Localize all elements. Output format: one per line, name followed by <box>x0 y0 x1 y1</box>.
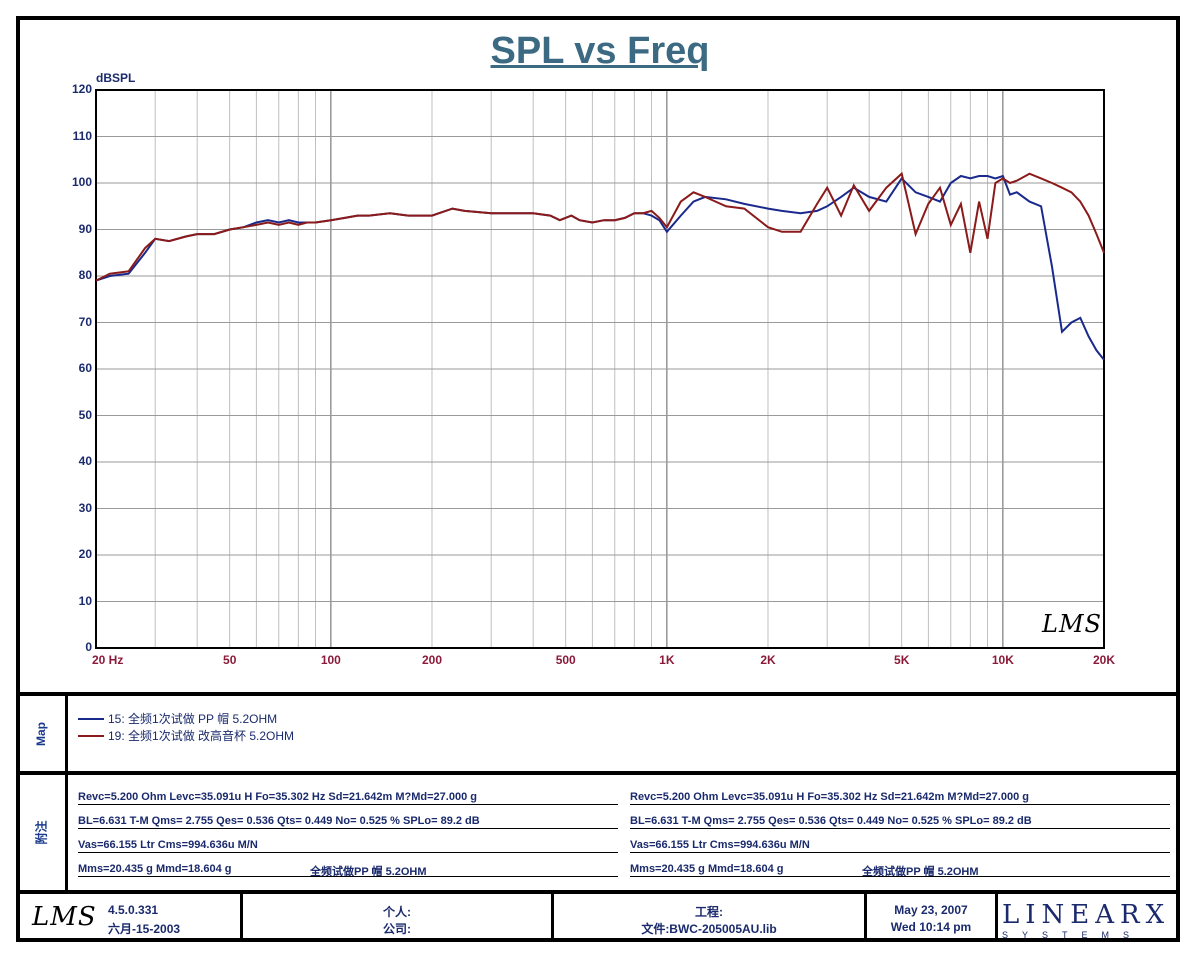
x-tick-label: 20K <box>1092 653 1115 667</box>
x-tick-label: 500 <box>555 653 576 667</box>
y-tick-label: 70 <box>78 314 92 329</box>
x-tick-label: 2K <box>760 653 776 667</box>
y-tick-label: 0 <box>85 640 92 654</box>
x-tick-label: 200 <box>421 653 443 667</box>
x-tick-label: 10K <box>991 653 1014 667</box>
param-line: Vas=66.155 Ltr Cms=994.636u M/N <box>630 839 810 851</box>
build-date: 六月-15-2003 <box>108 922 181 936</box>
divider <box>16 692 1180 696</box>
param-line: Mms=20.435 g Mmd=18.604 g <box>630 863 784 875</box>
version: 4.5.0.331 <box>108 903 159 917</box>
legend-swatch <box>78 717 104 720</box>
y-tick-label: 10 <box>78 593 92 608</box>
y-tick-label: 60 <box>78 361 92 375</box>
person-label: 个人: <box>383 905 411 919</box>
y-tick-label: 50 <box>78 407 92 422</box>
param-line: Mms=20.435 g Mmd=18.604 g <box>78 863 232 875</box>
param-rule <box>78 876 618 877</box>
divider <box>240 894 243 940</box>
legend-side-label: Map <box>34 721 48 746</box>
series-line-2 <box>95 171 1105 282</box>
y-axis-label: dBSPL <box>96 71 136 85</box>
spl-plot <box>95 89 1105 649</box>
lms-watermark: LMS <box>1042 610 1102 638</box>
param-rule <box>78 804 618 805</box>
divider <box>16 771 1180 775</box>
plot-frame <box>95 89 1105 649</box>
param-rule <box>78 852 618 853</box>
param-line: Revc=5.200 Ohm Levc=35.091u H Fo=35.302 … <box>630 791 1029 803</box>
x-tick-label: 1K <box>659 653 675 667</box>
legend-swatch <box>78 734 104 737</box>
time: Wed 10:14 pm <box>890 920 972 934</box>
param-rule <box>630 828 1170 829</box>
legend-label: 15: 全频1次试做 PP 帽 5.2OHM <box>108 712 278 726</box>
legend-item: 15: 全频1次试做 PP 帽 5.2OHM <box>78 710 277 727</box>
legend-label: 19: 全频1次试做 改高音杯 5.2OHM <box>108 729 295 743</box>
x-tick-label: 20 Hz <box>92 653 124 667</box>
y-tick-label: 80 <box>78 268 92 282</box>
param-rule <box>630 804 1170 805</box>
param-rule <box>630 876 1170 877</box>
divider <box>65 692 68 892</box>
param-rule <box>630 852 1170 853</box>
linearx-logo: LINEARX SYSTEMS <box>1002 900 1172 940</box>
series-line-1 <box>95 174 1105 361</box>
y-tick-label: 20 <box>78 547 92 561</box>
param-note: 全频试做PP 帽 5.2OHM <box>310 866 427 878</box>
brand-sub: SYSTEMS <box>1002 930 1144 940</box>
y-tick-label: 120 <box>71 82 92 96</box>
legend-item: 19: 全频1次试做 改高音杯 5.2OHM <box>78 727 294 744</box>
y-tick-label: 110 <box>72 128 92 143</box>
param-line: Vas=66.155 Ltr Cms=994.636u M/N <box>78 839 258 851</box>
divider <box>16 890 1180 894</box>
page-frame <box>16 16 1180 942</box>
param-note: 全频试做PP 帽 5.2OHM <box>862 866 979 878</box>
y-tick-label: 30 <box>78 500 92 515</box>
date: May 23, 2007 <box>894 903 968 917</box>
x-tick-label: 50 <box>223 653 237 667</box>
chart-title: SPL vs Freq <box>490 30 710 72</box>
y-tick-label: 90 <box>78 221 92 236</box>
param-line: Revc=5.200 Ohm Levc=35.091u H Fo=35.302 … <box>78 791 477 803</box>
param-rule <box>78 828 618 829</box>
y-tick-label: 100 <box>71 175 92 189</box>
company-label: 公司: <box>383 922 411 936</box>
divider <box>995 894 998 940</box>
divider <box>551 894 554 940</box>
project-label: 工程: <box>695 905 723 919</box>
divider <box>864 894 867 940</box>
x-tick-label: 5K <box>894 653 910 667</box>
lms-logo: LMS <box>32 902 97 932</box>
brand-name: LINEARX <box>1002 900 1171 930</box>
x-tick-label: 100 <box>320 653 341 667</box>
y-tick-label: 40 <box>78 454 92 468</box>
param-line: BL=6.631 T-M Qms= 2.755 Qes= 0.536 Qts= … <box>78 815 480 827</box>
params-side-label: 附注 <box>34 820 49 845</box>
param-line: BL=6.631 T-M Qms= 2.755 Qes= 0.536 Qts= … <box>630 815 1032 827</box>
file-label: 文件:BWC-205005AU.lib <box>641 922 777 936</box>
